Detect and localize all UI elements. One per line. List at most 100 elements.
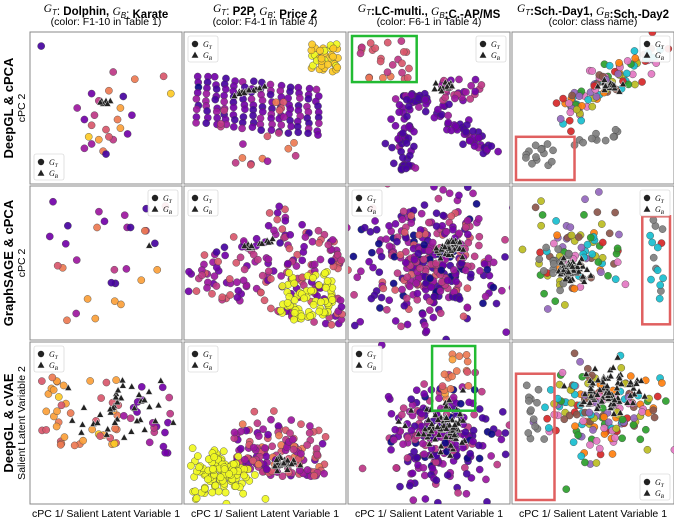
gt-point — [145, 438, 154, 447]
legend-gb-marker — [191, 361, 199, 368]
gt-point — [91, 314, 100, 323]
gt-point — [240, 471, 248, 480]
gb-point — [283, 456, 292, 464]
gt-point — [432, 458, 440, 467]
gt-point — [96, 432, 104, 440]
legend-gb-marker — [643, 489, 651, 496]
gt-point — [249, 443, 258, 452]
gt-point — [316, 255, 325, 264]
gt-point — [572, 105, 581, 114]
gt-point — [501, 450, 510, 459]
gt-point — [284, 259, 292, 268]
gt-point — [566, 223, 575, 232]
gt-point — [278, 282, 287, 290]
gt-point — [298, 256, 307, 265]
gt-point — [202, 89, 211, 98]
gt-point — [586, 441, 594, 449]
gt-point — [110, 439, 119, 448]
gt-point — [404, 433, 412, 442]
gt-point — [262, 452, 271, 461]
gt-point — [297, 449, 305, 458]
gb-point — [431, 435, 440, 442]
legend-gb-label: GB — [491, 51, 501, 62]
gt-point — [592, 437, 601, 445]
gt-point — [615, 230, 623, 239]
gt-point — [286, 429, 294, 438]
gt-point — [454, 489, 462, 497]
gt-point — [306, 422, 314, 430]
gt-point — [501, 429, 510, 437]
x-axis-label-1: cPC 1/ Salient Latent Variable 1 — [32, 508, 180, 520]
gt-point — [379, 284, 388, 293]
gt-point — [397, 322, 405, 331]
gt-point — [536, 248, 544, 257]
gt-point — [475, 232, 484, 241]
gt-point — [462, 470, 471, 478]
gt-point — [356, 49, 365, 58]
legend-gt-marker — [643, 194, 651, 202]
gb-point — [394, 417, 403, 425]
gt-point — [406, 151, 414, 160]
gt-point — [439, 186, 447, 194]
gt-point — [403, 454, 412, 462]
gt-point — [538, 211, 547, 219]
gb-point — [437, 87, 446, 94]
gt-point — [475, 215, 483, 223]
gt-point — [567, 399, 576, 407]
gb-point — [258, 239, 266, 247]
gt-point — [285, 269, 293, 277]
gt-point — [381, 139, 390, 148]
gt-point — [558, 368, 567, 377]
gt-point — [556, 286, 564, 295]
gt-point — [592, 459, 601, 467]
gt-point — [623, 69, 631, 78]
legend-gt-label: GT — [203, 350, 213, 361]
gt-point — [220, 465, 229, 473]
gt-point — [492, 299, 501, 308]
gt-point — [439, 211, 448, 220]
gt-point — [462, 88, 470, 96]
gt-point — [462, 351, 471, 359]
gt-point — [509, 205, 510, 211]
gt-point — [308, 237, 317, 246]
gt-point — [528, 159, 536, 168]
legend-gb-label: GB — [203, 361, 213, 372]
gt-point — [469, 127, 477, 136]
gt-point — [93, 223, 101, 232]
gt-point — [420, 450, 428, 458]
gt-point — [248, 123, 257, 131]
gb-point — [80, 403, 88, 411]
gt-point — [389, 436, 398, 444]
gt-point — [193, 88, 202, 97]
gt-point — [388, 61, 397, 69]
gt-point — [383, 38, 392, 47]
gb-point — [583, 265, 591, 273]
gt-point — [105, 132, 113, 141]
gt-point — [405, 282, 414, 291]
gt-point — [570, 349, 579, 358]
gb-point — [434, 415, 442, 423]
gt-point — [336, 296, 345, 305]
gt-point — [290, 309, 299, 317]
gt-point — [216, 473, 225, 482]
gb-point — [629, 384, 638, 392]
gt-point — [329, 44, 338, 53]
highlight-box — [350, 34, 418, 84]
gt-point — [212, 248, 221, 256]
gt-point — [399, 48, 408, 56]
gt-point — [309, 301, 318, 309]
gt-point — [407, 395, 416, 404]
x-axis-label-2: cPC 1/ Salient Latent Variable 1 — [191, 508, 339, 520]
gt-point — [403, 320, 412, 329]
gb-point — [582, 370, 591, 377]
gb-point — [117, 393, 125, 401]
gt-point — [400, 302, 409, 310]
gt-point — [119, 92, 128, 101]
gt-point — [198, 271, 206, 280]
gt-point — [229, 233, 238, 241]
gt-point — [385, 296, 394, 305]
gt-point — [159, 72, 168, 81]
gt-point — [384, 392, 393, 401]
